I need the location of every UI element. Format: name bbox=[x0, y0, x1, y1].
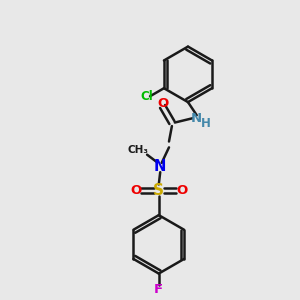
Text: O: O bbox=[176, 184, 187, 197]
Text: CH₃: CH₃ bbox=[128, 145, 149, 155]
Text: O: O bbox=[157, 97, 168, 110]
Text: N: N bbox=[154, 159, 167, 174]
Text: Cl: Cl bbox=[141, 90, 154, 103]
Text: S: S bbox=[153, 183, 164, 198]
Text: H: H bbox=[201, 117, 211, 130]
Text: N: N bbox=[191, 112, 202, 125]
Text: O: O bbox=[130, 184, 142, 197]
Text: F: F bbox=[154, 283, 163, 296]
